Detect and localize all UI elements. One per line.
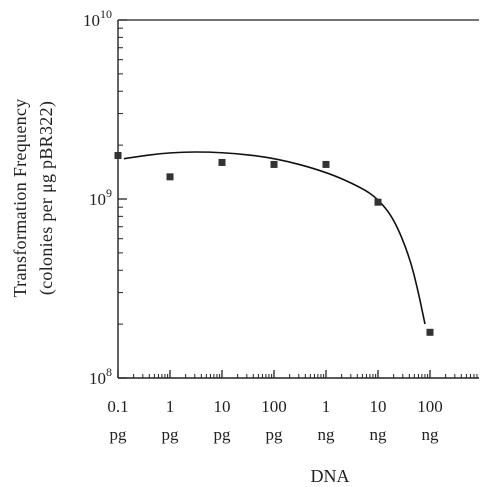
y-tick-label: 109 [89, 186, 112, 209]
x-tick-unit: ng [318, 425, 336, 444]
data-point [166, 173, 174, 181]
x-tick-unit: pg [110, 425, 128, 444]
y-axis-label-line1: Transformation Frequency [10, 98, 30, 297]
y-tick-label: 108 [89, 365, 112, 388]
plot-frame [117, 19, 479, 379]
axis-labels: DNA Transformation Frequency (colonies per… [10, 98, 350, 486]
data-point [426, 328, 434, 336]
y-axis-label-line2: (colonies per μg pBR322) [36, 101, 57, 295]
x-tick-unit: ng [370, 425, 388, 444]
data-point [218, 158, 226, 166]
x-tick-unit: pg [266, 425, 284, 444]
x-axis-label: DNA [311, 466, 350, 486]
x-tick-unit: pg [214, 425, 232, 444]
x-tick-label: 100 [261, 397, 287, 416]
data-point [374, 198, 382, 206]
fit-curve-line [123, 151, 426, 325]
x-tick-label: 10 [370, 397, 387, 416]
data-point [270, 160, 278, 168]
x-tick-label: 10 [214, 397, 231, 416]
fit-curve-group [123, 151, 426, 325]
data-point [322, 160, 330, 168]
x-tick-unit: pg [162, 425, 180, 444]
data-points [114, 151, 434, 336]
data-point [114, 151, 122, 159]
y-tick-label: 1010 [83, 7, 112, 30]
x-tick-label: 1 [166, 397, 175, 416]
x-tick-label: 100 [417, 397, 443, 416]
x-tick-label: 0.1 [107, 397, 128, 416]
x-axis: 0.1 pg 1 pg 10 pg 100 pg 1 ng 10 ng 100 ng [107, 370, 478, 444]
x-tick-label: 1 [322, 397, 331, 416]
x-tick-unit: ng [422, 425, 440, 444]
y-axis: 108 109 1010 [83, 7, 127, 388]
